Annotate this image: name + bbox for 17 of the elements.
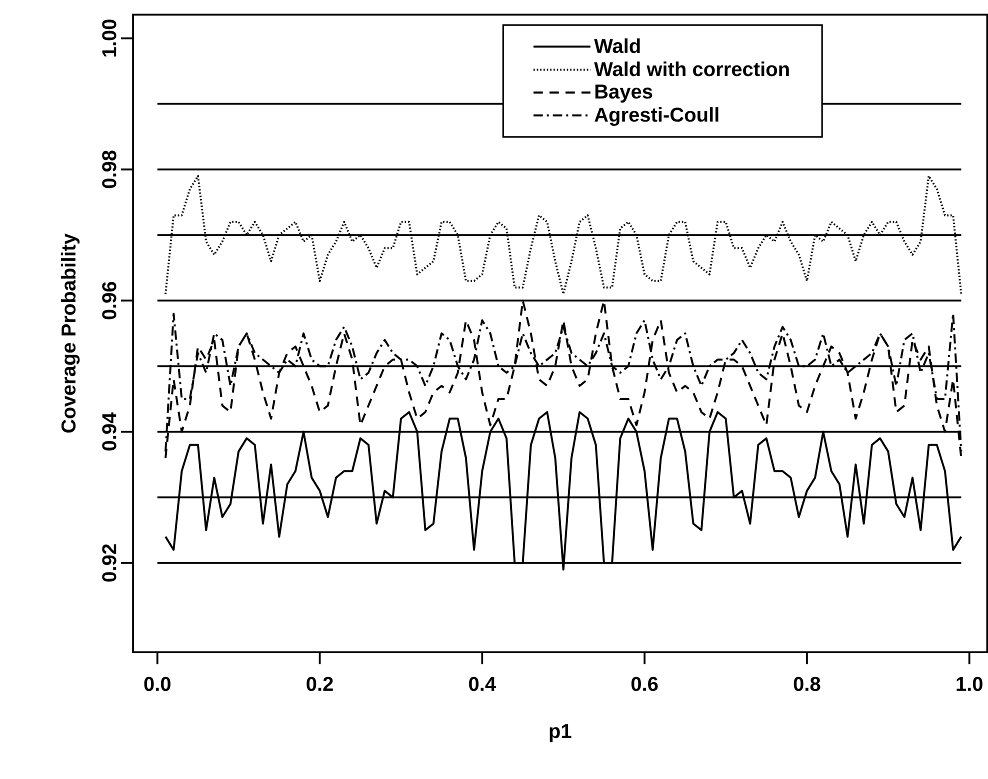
legend-label: Wald with correction: [594, 62, 789, 76]
x-tick-label: 1.0: [956, 676, 982, 692]
y-axis-title: Coverage Probability: [60, 234, 80, 433]
y-tick-label: 0.96: [102, 282, 116, 320]
x-tick-label: 0.2: [306, 676, 333, 692]
legend-label: Agresti-Coull: [594, 107, 718, 126]
x-tick-label: 0.8: [794, 676, 820, 692]
x-tick-label: 0.4: [469, 676, 496, 692]
legend-label: Bayes: [595, 84, 652, 103]
x-tick-label: 0.0: [144, 676, 170, 692]
y-tick-label: 0.98: [102, 150, 116, 188]
y-tick-label: 0.94: [102, 412, 116, 451]
y-tick-label: 1.00: [102, 20, 116, 57]
x-tick-label: 0.6: [631, 676, 658, 692]
x-axis-title: p1: [550, 724, 572, 742]
y-tick-label: 0.92: [102, 544, 116, 582]
legend-label: Wald: [594, 38, 640, 54]
